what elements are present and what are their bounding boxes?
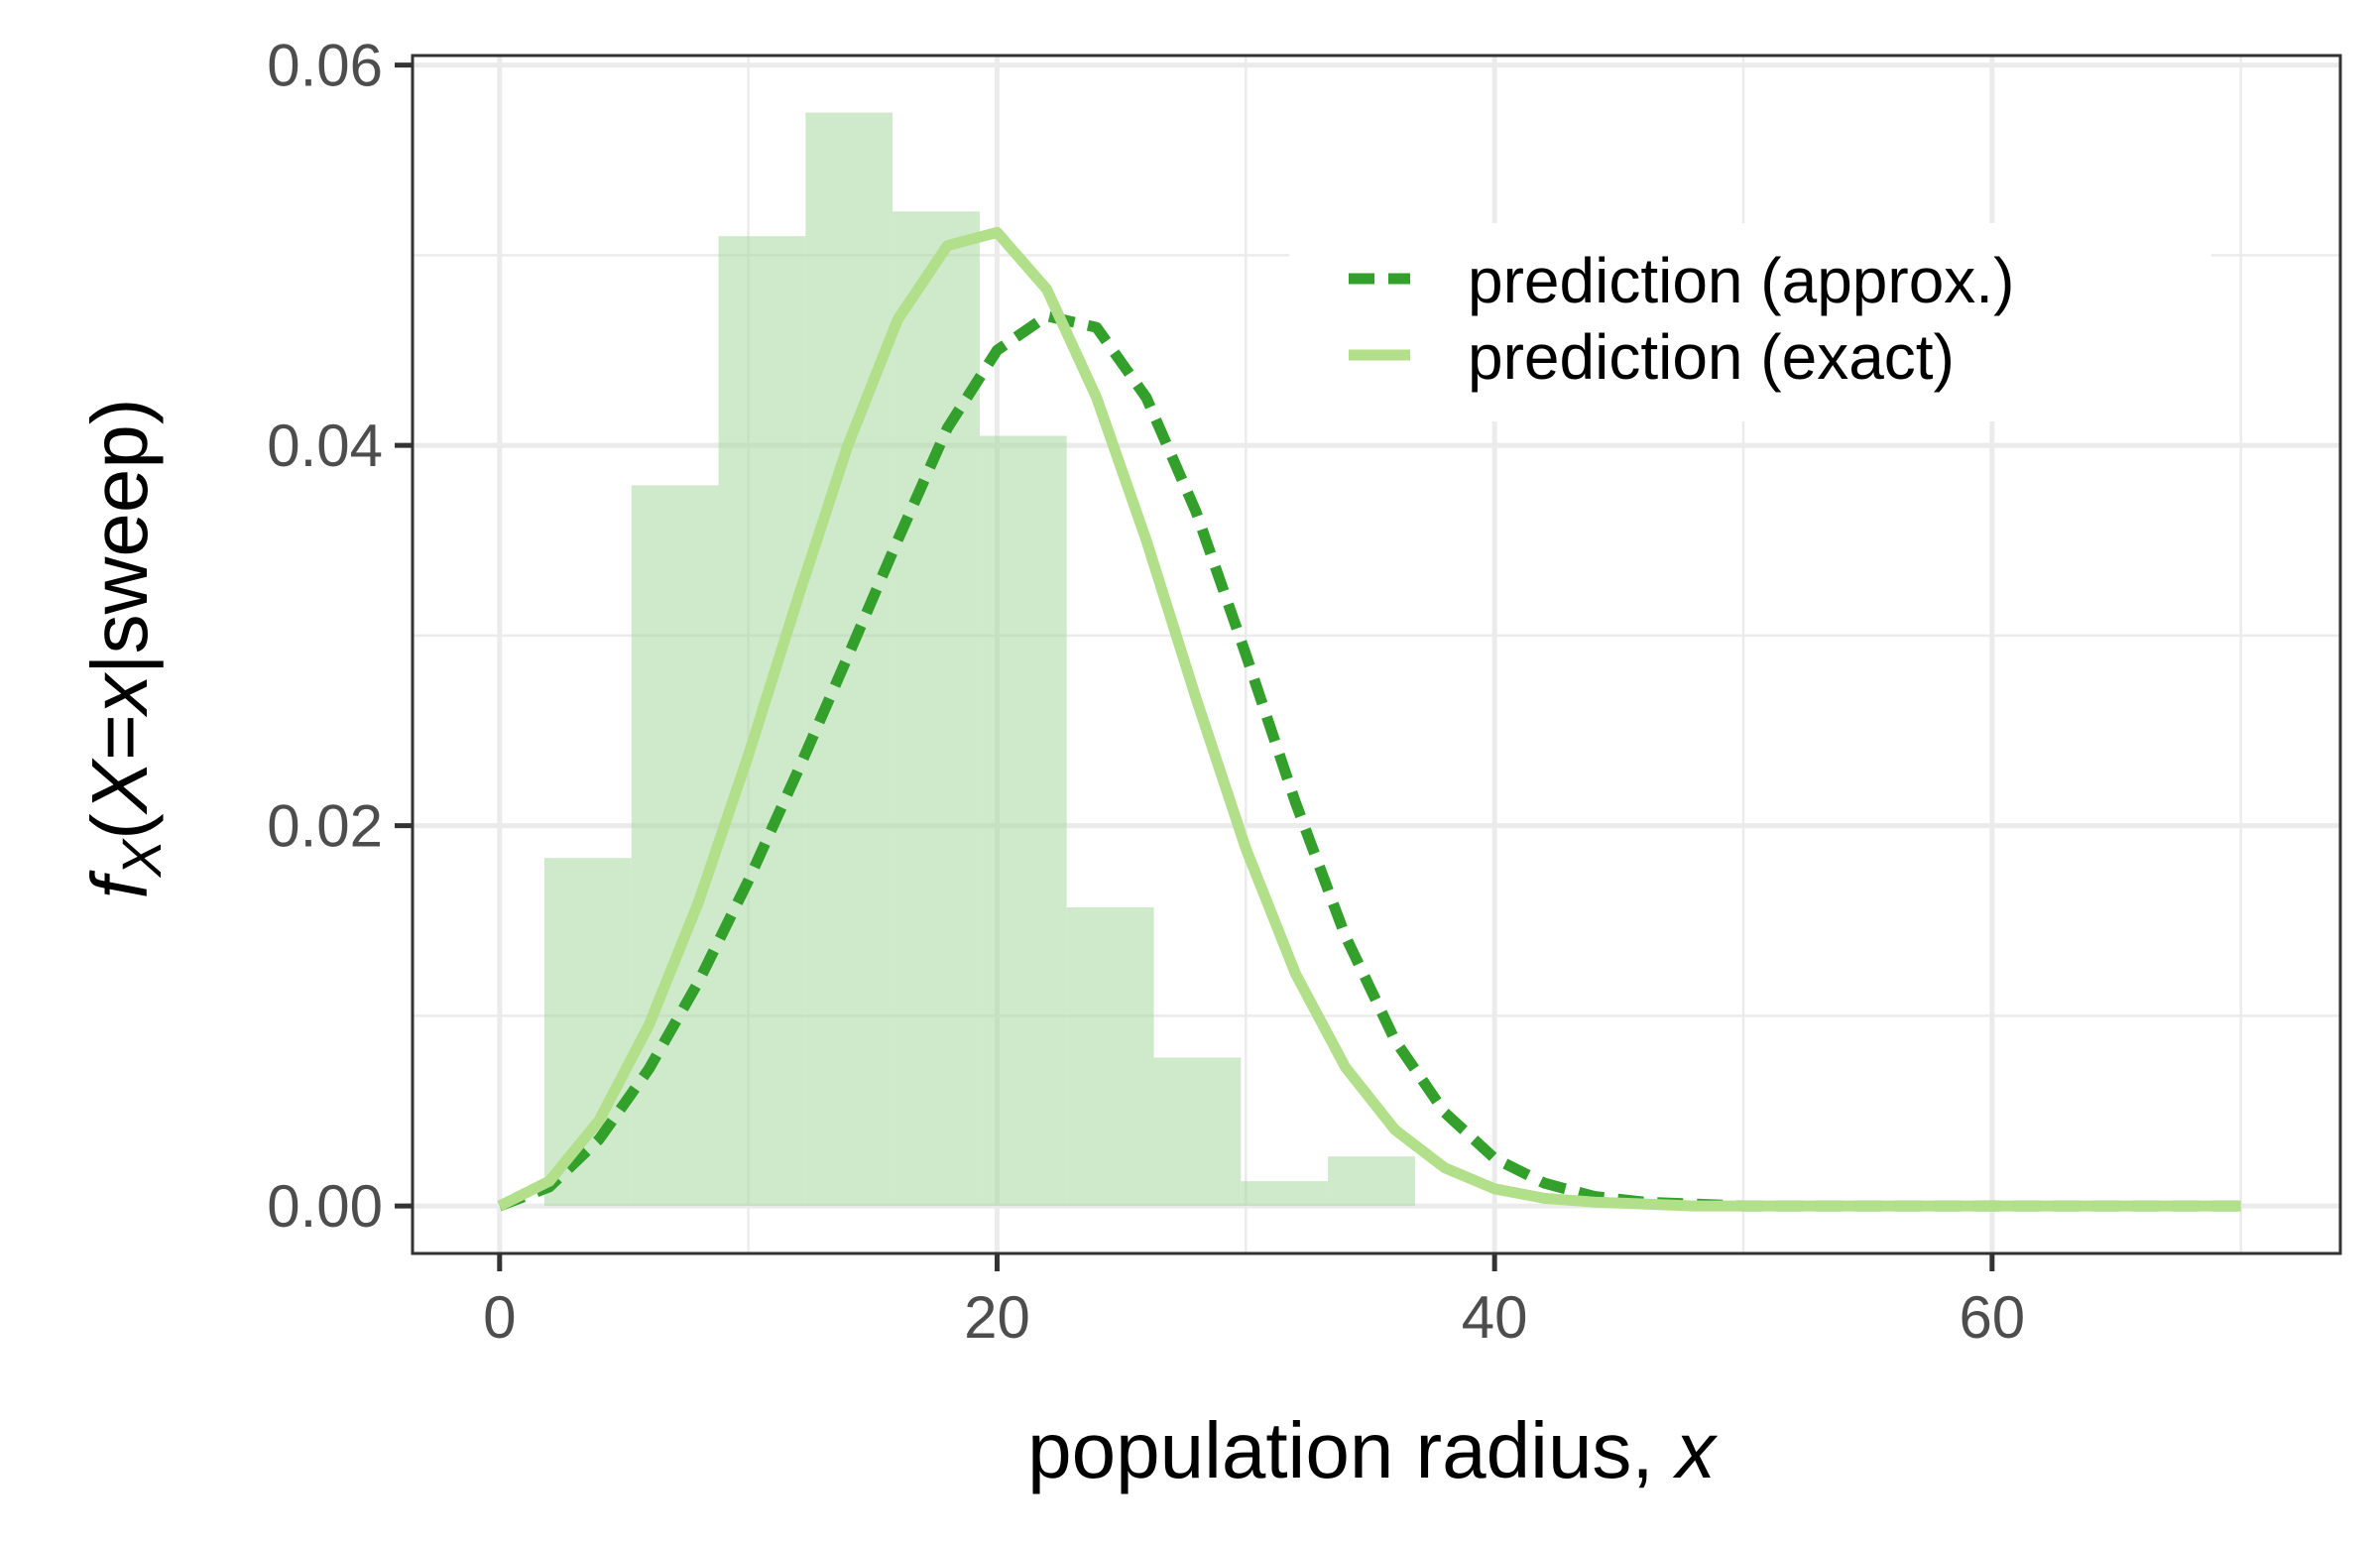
x-tick-label: 60 bbox=[1959, 1284, 2025, 1351]
histogram-bar bbox=[805, 112, 893, 1207]
y-axis-title: fX(X=x|sweep) bbox=[75, 399, 173, 899]
histogram-bar bbox=[631, 485, 719, 1207]
histogram-bar bbox=[1328, 1156, 1415, 1207]
plot-panel-border bbox=[411, 54, 2342, 1255]
y-axis-title-open: ( bbox=[75, 813, 164, 840]
y-axis-title-rest: |sweep) bbox=[75, 399, 164, 675]
x-tick-label: 40 bbox=[1462, 1284, 1528, 1351]
axis-ticks: 0 20 40 60 0.00 0.02 0.04 0.06 bbox=[267, 33, 2025, 1351]
histogram-bar bbox=[892, 211, 980, 1207]
histogram bbox=[543, 112, 1415, 1207]
x-tick-label: 0 bbox=[483, 1284, 516, 1351]
y-tick-label: 0.04 bbox=[267, 413, 383, 479]
y-axis-title-x: x bbox=[75, 671, 164, 718]
histogram-bar bbox=[1153, 1057, 1242, 1207]
legend-label-approx: prediction (approx.) bbox=[1468, 245, 2014, 316]
histogram-bar bbox=[543, 858, 632, 1207]
x-axis-title: population radius, x bbox=[1027, 1406, 1719, 1494]
histogram-bar bbox=[979, 435, 1067, 1207]
y-tick-label: 0.06 bbox=[267, 33, 383, 99]
x-axis-title-main: population radius, bbox=[1027, 1406, 1676, 1494]
series-line-exact bbox=[497, 226, 2241, 1212]
legend-background bbox=[1289, 223, 2211, 421]
x-tick-label: 20 bbox=[964, 1284, 1030, 1351]
y-tick-label: 0.00 bbox=[267, 1173, 383, 1240]
y-tick-label: 0.02 bbox=[267, 793, 383, 860]
legend-label-exact: prediction (exact) bbox=[1468, 321, 1955, 393]
y-axis-title-eq: = bbox=[75, 714, 164, 761]
x-axis-title-var: x bbox=[1672, 1406, 1719, 1494]
legend: prediction (approx.) prediction (exact) bbox=[1289, 223, 2211, 421]
histogram-bar bbox=[1241, 1181, 1329, 1207]
series-lines bbox=[497, 226, 2241, 1212]
histogram-bar bbox=[1066, 907, 1154, 1207]
y-axis-title-sub: X bbox=[110, 837, 173, 879]
y-axis-title-X: X bbox=[75, 758, 164, 815]
